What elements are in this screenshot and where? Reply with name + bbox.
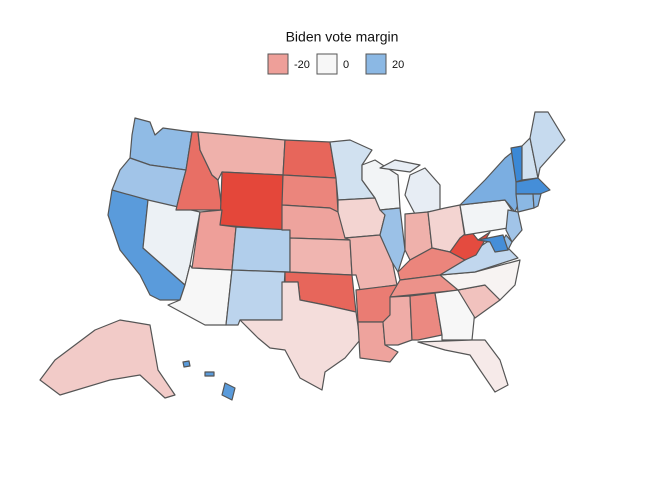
legend-title: Biden vote margin [286,29,399,45]
legend-label: 20 [392,59,404,71]
state [39,319,176,399]
state [379,207,406,273]
state [532,193,542,209]
state [231,226,291,273]
state [515,177,551,195]
state [225,269,286,326]
state [289,237,353,276]
legend-key [365,53,387,75]
state [417,339,509,393]
state [239,281,361,391]
state [282,139,337,179]
state [409,292,443,341]
legend-label: 0 [343,59,349,71]
state [505,209,523,243]
state [219,171,284,231]
legend-label: -20 [294,59,310,71]
legend-key [316,53,338,75]
legend-key [267,53,289,75]
state [182,360,236,401]
state [477,234,509,253]
